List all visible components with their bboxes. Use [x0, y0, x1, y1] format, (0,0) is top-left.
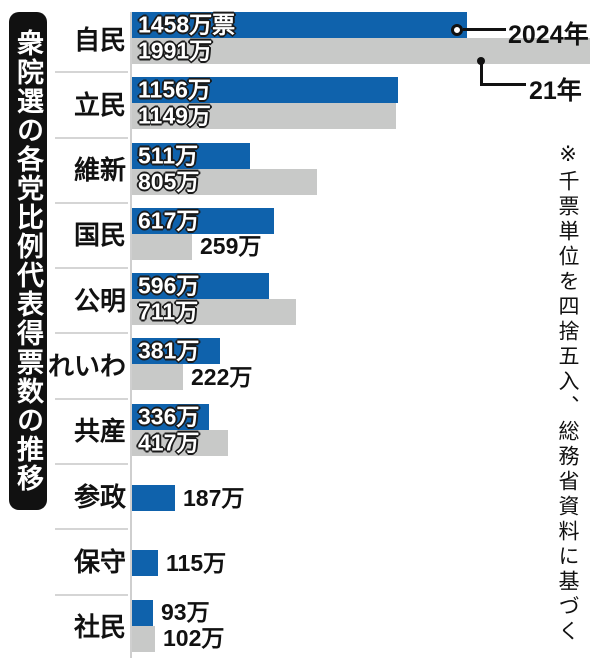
chart-row: 参政 187万 — [55, 469, 600, 534]
bar-2024 — [132, 273, 269, 300]
axis-baseline — [130, 12, 132, 658]
legend-leader-line-2024 — [463, 28, 506, 31]
bar-line-2021: 102万 — [132, 625, 225, 652]
bar-2024 — [132, 485, 175, 512]
bar-line-2024: 115万 — [132, 549, 227, 577]
bar-line-2024: 381万 — [132, 337, 252, 365]
bar-2021 — [132, 299, 296, 326]
party-label: 国民 — [73, 220, 126, 251]
source-note: ※千票単位を四捨五入、総務省資料に基づく — [556, 142, 579, 645]
legend-leader-hline-2021 — [480, 83, 526, 86]
bar-line-2024: 511万 — [132, 142, 317, 169]
bar-line-2021: 711万 — [132, 298, 296, 326]
bar-pair: 93万 102万 — [132, 599, 225, 652]
bar-pair: 115万 — [132, 534, 227, 577]
bar-pair: 187万 — [132, 469, 245, 512]
bar-line-2021: 222万 — [132, 363, 253, 391]
chart-row: 国民 617万 259万 — [55, 207, 600, 273]
bar-line-2021: 1149万 — [132, 102, 398, 130]
value-label-2021: 805万 — [138, 168, 200, 195]
value-label-2021: 222万 — [191, 363, 253, 390]
value-label-2021: 417万 — [138, 429, 200, 456]
chart-row: 社民 93万 102万 — [57, 599, 600, 665]
bar-line-2021: 1991万 — [132, 38, 590, 64]
value-label-2024: 93万 — [161, 599, 210, 626]
chart-row: 立民 1156万 1149万 — [55, 76, 600, 142]
value-label-2024: 1156万 — [138, 76, 211, 103]
party-label: 社民 — [73, 612, 126, 643]
chart-row: 維新 511万 805万 — [55, 142, 600, 208]
value-label-2024: 511万 — [138, 142, 199, 169]
value-label-2021: 259万 — [200, 233, 262, 260]
value-label-2024: 115万 — [166, 549, 227, 576]
bar-2024 — [132, 12, 467, 38]
bar-2024 — [132, 403, 209, 430]
bar-line-2024: 1156万 — [132, 76, 398, 104]
bar-2021 — [132, 364, 183, 391]
chart-title: 衆院選の各党比例代表得票数の推移 — [9, 12, 47, 510]
legend-label-2021: 21年 — [529, 77, 582, 105]
bar-pair: 381万 222万 — [132, 337, 253, 391]
chart-row: 公明 596万 711万 — [55, 272, 600, 338]
chart-row: 保守 115万 — [55, 534, 600, 599]
bar-2021 — [132, 168, 317, 195]
bar-pair: 617万 259万 — [132, 207, 274, 260]
value-label-2024: 1458万票 — [138, 11, 236, 38]
party-label: 自民 — [73, 24, 126, 55]
bar-pair: 596万 711万 — [132, 272, 296, 326]
bar-line-2021: 417万 — [132, 429, 228, 456]
legend-marker-2021-dot — [477, 57, 485, 65]
bar-line-2024: 596万 — [132, 272, 296, 300]
bar-2024 — [132, 77, 398, 104]
party-label: 参政 — [73, 481, 126, 512]
bar-line-2024: 336万 — [132, 403, 228, 430]
value-label-2021: 711万 — [138, 298, 199, 325]
legend-leader-vline-2021 — [480, 64, 483, 86]
bar-2024 — [132, 550, 158, 577]
party-label: 共産 — [73, 416, 126, 447]
value-label-2021: 1991万 — [138, 37, 213, 64]
chart-row: 共産 336万 417万 — [55, 403, 600, 469]
party-label: 保守 — [73, 546, 126, 577]
bar-2021 — [132, 103, 396, 130]
bar-line-2021: 259万 — [132, 233, 274, 260]
value-label-2024: 336万 — [138, 403, 200, 430]
bar-2024 — [132, 207, 274, 234]
bar-line-2024: 1458万票 — [132, 12, 590, 38]
value-label-2021: 102万 — [163, 625, 225, 652]
value-label-2024: 617万 — [138, 207, 200, 234]
bar-pair: 1156万 1149万 — [132, 76, 398, 130]
bar-2024 — [132, 142, 250, 169]
bar-2024 — [132, 338, 220, 365]
bar-2021 — [132, 429, 228, 456]
chart-row: れいわ 381万 222万 — [48, 337, 600, 403]
bar-2021 — [132, 38, 590, 64]
bar-line-2024: 93万 — [132, 599, 224, 626]
bar-line-2024: 187万 — [132, 484, 245, 512]
value-label-2021: 1149万 — [138, 102, 211, 129]
party-label: 維新 — [73, 155, 126, 186]
bar-pair: 336万 417万 — [132, 403, 228, 456]
party-label: 立民 — [73, 89, 126, 120]
bar-2024 — [132, 599, 153, 626]
bar-2021 — [132, 625, 155, 652]
chart-row: 自民 1458万票 1991万 — [55, 12, 600, 77]
bar-pair: 511万 805万 — [132, 142, 317, 195]
bar-line-2024: 617万 — [132, 207, 274, 234]
party-label: れいわ — [47, 350, 126, 381]
bar-2021 — [132, 233, 192, 260]
bar-pair: 1458万票 1991万 — [132, 12, 590, 64]
party-label: 公明 — [73, 285, 126, 316]
legend-marker-2024-circle — [451, 24, 463, 36]
bar-line-2021: 805万 — [132, 168, 317, 195]
bar-chart: 自民 1458万票 1991万 立民 1156万 1149万 維新 — [48, 12, 600, 665]
value-label-2024: 596万 — [138, 272, 200, 299]
value-label-2024: 381万 — [138, 337, 200, 364]
legend-label-2024: 2024年 — [508, 21, 589, 49]
value-label-2024: 187万 — [183, 484, 245, 511]
